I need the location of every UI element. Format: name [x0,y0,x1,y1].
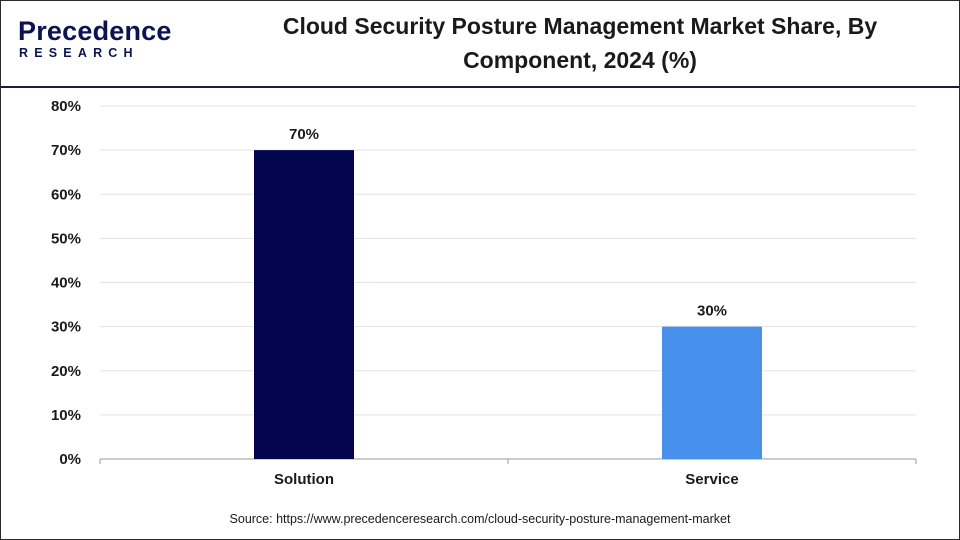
bar-chart: 0% 10% 20% 30% 40% 50% 60% 70% 80% 70% Solution 30%… [51,98,917,488]
x-category-label: Service [685,471,738,488]
bar-solution [254,150,354,459]
y-tick-label: 20% [51,363,81,380]
source-note: Source: https://www.precedenceresearch.c… [229,512,731,526]
chart-title: Cloud Security Posture Management Market… [220,9,940,77]
logo-wordmark: Precedence [18,16,172,46]
bar-service [662,326,762,459]
brand-logo: Precedence RESEARCH [16,16,171,64]
header: Precedence RESEARCH Cloud Security Postu… [0,0,960,88]
data-label: 30% [697,303,727,320]
y-tick-label: 30% [51,319,81,336]
chart-title-line-2: Component, 2024 (%) [463,47,697,73]
y-tick-label: 60% [51,186,81,203]
y-tick-label: 50% [51,230,81,247]
logo-subtitle: RESEARCH [19,46,139,60]
y-tick-label: 0% [59,451,81,468]
x-category-label: Solution [274,471,334,488]
y-tick-label: 70% [51,142,81,159]
chart-title-line-1: Cloud Security Posture Management Market… [282,13,878,39]
data-label: 70% [289,126,319,143]
y-tick-label: 40% [51,275,81,292]
y-tick-label: 10% [51,407,81,424]
y-tick-label: 80% [51,98,81,115]
